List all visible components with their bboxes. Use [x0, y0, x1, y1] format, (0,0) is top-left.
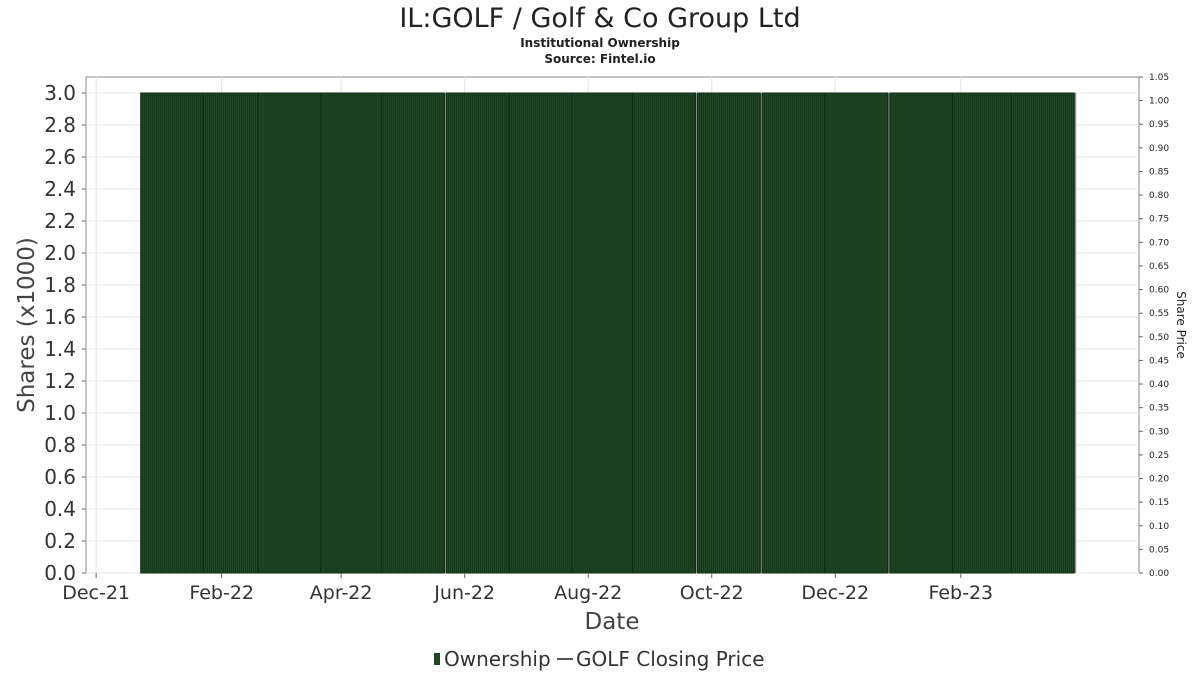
y-tick-label: 1.2	[44, 369, 76, 393]
y2-tick-label: 0.20	[1149, 475, 1169, 485]
y2-axis-label: Share Price	[1174, 291, 1188, 359]
bar-ownership-12	[824, 92, 889, 574]
y-tick-label: 0.2	[44, 529, 76, 553]
y2-tick-label: 0.25	[1149, 451, 1169, 461]
x-tick-label: Oct-22	[680, 582, 744, 604]
x-tick-label: Aug-22	[554, 582, 622, 604]
y2-tick-label: 0.70	[1149, 238, 1169, 248]
bar-ownership-8	[571, 92, 636, 574]
y2-tick-label: 0.60	[1149, 286, 1169, 296]
y2-tick-label: 0.65	[1149, 262, 1169, 272]
y-tick-label: 2.0	[44, 241, 76, 265]
y2-tick-label: 0.45	[1149, 356, 1169, 366]
y-tick-label: 2.6	[44, 145, 76, 169]
legend-swatch-ownership	[434, 653, 440, 665]
y2-tick-label: 0.55	[1149, 309, 1169, 319]
y-tick-label: 1.0	[44, 401, 76, 425]
bar-ownership-6	[445, 92, 510, 574]
bar-ownership-13	[889, 92, 954, 574]
legend: Ownership GOLF Closing Price	[434, 647, 765, 671]
bar-ownership-7	[508, 92, 573, 574]
y-tick-label: 1.8	[44, 273, 76, 297]
x-tick-label: Dec-21	[62, 582, 130, 604]
chart-source: Source: Fintel.io	[544, 52, 655, 66]
bar-ownership-11	[761, 92, 826, 574]
x-tick-label: Feb-23	[928, 582, 993, 604]
y-tick-label: 2.8	[44, 113, 76, 137]
x-axis-label: Date	[585, 609, 640, 635]
bar-ownership-3	[257, 92, 322, 574]
legend-label-ownership: Ownership	[444, 647, 551, 671]
y2-tick-label: 0.95	[1149, 120, 1169, 130]
y-tick-label: 0.4	[44, 497, 76, 521]
chart-title: IL:GOLF / Golf & Co Group Ltd	[399, 3, 800, 34]
left-axis-ticks: 0.0 0.2 0.4 0.6 0.8 1.0 1.2 1.4 1.6 1.8 2.0 2.2 2.4 2…	[44, 81, 86, 585]
y-tick-label: 0.6	[44, 465, 76, 489]
y2-tick-label: 1.00	[1149, 97, 1169, 107]
x-tick-label: Jun-22	[433, 582, 495, 604]
legend-label-price: GOLF Closing Price	[576, 647, 765, 671]
bars-group	[140, 92, 1077, 574]
bar-ownership-1	[140, 92, 204, 574]
y-tick-label: 2.4	[44, 177, 76, 201]
right-axis-ticks: 0.00 0.05 0.10 0.15 0.20 0.25 0.30 0.35 0.40 0.45…	[1139, 73, 1169, 579]
bar-ownership-5	[381, 92, 445, 574]
y2-tick-label: 1.05	[1149, 73, 1169, 83]
x-axis-ticks: Dec-21 Feb-22 Apr-22 Jun-22 Aug-22 Oct-22 Dec-…	[62, 573, 993, 604]
y-tick-label: 0.0	[44, 561, 76, 585]
bar-ownership-9	[632, 92, 697, 574]
bar-ownership-15	[1010, 92, 1075, 574]
y2-tick-label: 0.40	[1149, 380, 1169, 390]
bar-ownership-4	[320, 92, 385, 574]
y2-tick-label: 0.00	[1149, 569, 1169, 579]
y-tick-label: 1.6	[44, 305, 76, 329]
chart-subtitle: Institutional Ownership	[520, 36, 680, 50]
y2-tick-label: 0.15	[1149, 498, 1169, 508]
y2-tick-label: 0.90	[1149, 144, 1169, 154]
y-tick-label: 2.2	[44, 209, 76, 233]
y2-tick-label: 0.10	[1149, 522, 1169, 532]
y2-tick-label: 0.35	[1149, 404, 1169, 414]
y-tick-label: 3.0	[44, 81, 76, 105]
y-axis-label: Shares (x1000)	[14, 237, 40, 413]
y2-tick-label: 0.80	[1149, 191, 1169, 201]
bar-ownership-10	[697, 92, 761, 574]
bar-ownership-14	[952, 92, 1016, 574]
x-tick-label: Apr-22	[310, 582, 373, 604]
y2-tick-label: 0.30	[1149, 427, 1169, 437]
y-tick-label: 1.4	[44, 337, 76, 361]
y2-tick-label: 0.85	[1149, 167, 1169, 177]
x-tick-label: Dec-22	[801, 582, 869, 604]
y2-tick-label: 0.75	[1149, 215, 1169, 225]
x-tick-label: Feb-22	[189, 582, 254, 604]
y2-tick-label: 0.50	[1149, 333, 1169, 343]
y2-tick-label: 0.05	[1149, 545, 1169, 555]
y-tick-label: 0.8	[44, 433, 76, 457]
